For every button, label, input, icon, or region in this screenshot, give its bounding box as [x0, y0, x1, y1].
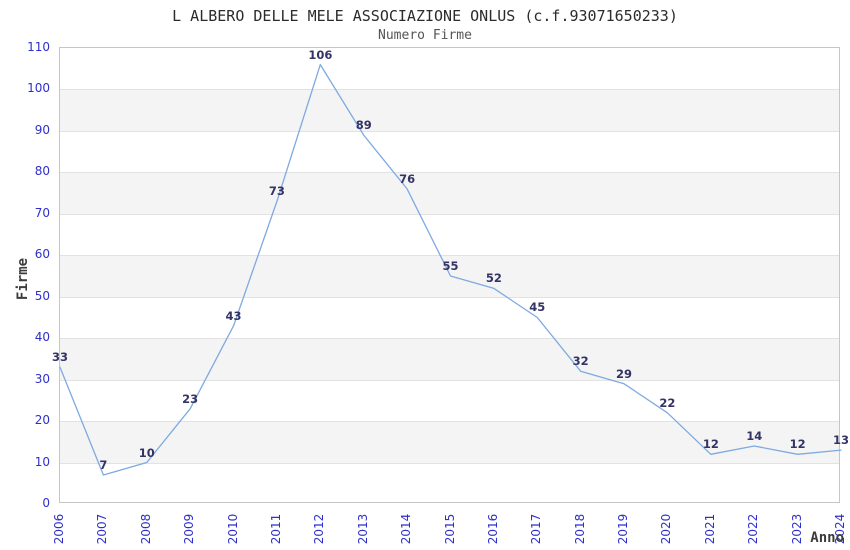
y-tick-label: 90	[34, 122, 50, 137]
point-label: 45	[529, 300, 546, 315]
x-tick-label: 2018	[572, 513, 587, 545]
x-tick-label: 2007	[95, 513, 110, 545]
gray-band	[60, 172, 839, 214]
x-tick-label: 2011	[268, 513, 283, 545]
gridline	[60, 380, 839, 381]
series-line	[59, 63, 842, 476]
x-tick-label: 2015	[442, 513, 457, 545]
y-tick-label: 70	[34, 205, 50, 220]
gridline	[60, 297, 839, 298]
point-label: 12	[702, 437, 719, 452]
x-tick-label: 2008	[138, 513, 153, 545]
gray-band	[60, 255, 839, 297]
y-tick-label: 20	[34, 413, 50, 428]
plot-area: 33 7 10 23 43 73 106 89 76 55 52 45 32 29 22 12 14 12 13	[52, 47, 849, 503]
x-tick-label: 2021	[702, 513, 717, 545]
gray-band	[60, 89, 839, 131]
point-label: 10	[138, 445, 155, 460]
gridline	[60, 214, 839, 215]
y-axis-title: Firme	[15, 257, 31, 301]
point-label: 22	[659, 395, 676, 410]
x-tick-label: 2019	[616, 513, 631, 545]
point-label: 89	[355, 118, 372, 133]
gridline	[60, 463, 839, 464]
x-tick-label: 2017	[529, 513, 544, 545]
point-label: 106	[308, 47, 333, 62]
gridline	[60, 338, 839, 339]
point-label: 12	[789, 437, 806, 452]
chart-subtitle: Numero Firme	[378, 28, 472, 43]
x-axis-title: Anno	[810, 530, 844, 546]
x-tick-label: 2023	[789, 513, 804, 545]
y-tick-label: 30	[34, 371, 50, 386]
point-label: 13	[832, 433, 850, 448]
gridline	[60, 89, 839, 90]
x-tick-label: 2014	[399, 513, 414, 545]
gridline	[60, 131, 839, 132]
point-label: 33	[51, 350, 69, 365]
point-label: 73	[268, 184, 285, 199]
point-label: 76	[399, 171, 416, 186]
y-tick-label: 100	[27, 81, 50, 96]
point-label: 55	[442, 259, 459, 273]
y-tick-label: 110	[27, 40, 50, 54]
point-label: 14	[746, 428, 763, 443]
x-tick-label: 2010	[225, 513, 240, 545]
point-label: 23	[182, 391, 199, 406]
x-tick-label: 2009	[182, 513, 197, 545]
x-tick-label: 2012	[312, 513, 327, 545]
gridline	[60, 421, 839, 422]
series-line-svg	[59, 63, 842, 476]
gridline	[60, 172, 839, 173]
x-tick-label: 2022	[746, 513, 761, 545]
gray-band	[60, 421, 839, 463]
y-tick-label: 50	[34, 288, 50, 303]
y-tick-label: 10	[34, 454, 50, 469]
x-tick-label: 2006	[52, 513, 66, 545]
y-tick-label: 0	[42, 496, 50, 510]
point-label: 43	[225, 308, 242, 323]
gray-band	[60, 338, 839, 380]
y-tick-label: 80	[34, 164, 50, 179]
x-tick-label: 2020	[659, 513, 674, 545]
gridline	[60, 255, 839, 256]
point-label: 32	[572, 354, 589, 369]
point-label: 7	[99, 457, 108, 472]
chart-title: L ALBERO DELLE MELE ASSOCIAZIONE ONLUS (…	[172, 7, 678, 25]
y-tick-label: 60	[34, 247, 50, 262]
x-tick-label: 2016	[485, 513, 500, 545]
point-label: 52	[485, 271, 502, 286]
y-tick-label: 40	[34, 330, 50, 345]
point-label: 29	[616, 366, 633, 381]
x-tick-label: 2013	[355, 513, 370, 545]
